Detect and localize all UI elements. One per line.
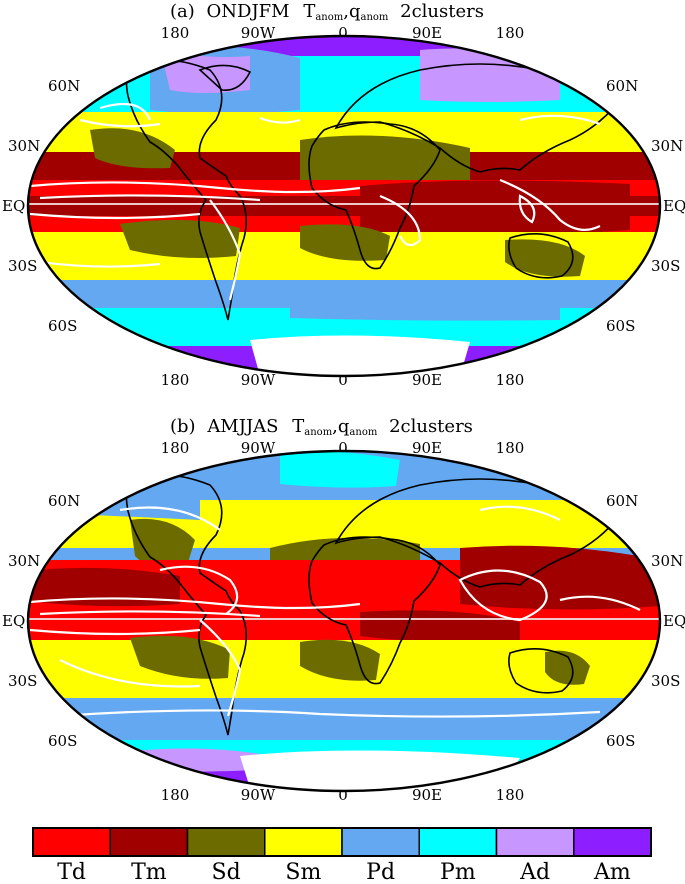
lat-label: 60S — [606, 317, 635, 335]
lon-labels-bottom-a: 180 90W 0 90E 180 — [161, 371, 525, 389]
map-border-b — [26, 449, 662, 793]
legend-swatch-am — [573, 827, 652, 857]
legend-swatch-ad — [495, 827, 575, 857]
legend-label-tm: Tm — [131, 860, 167, 884]
lon-label: 90E — [412, 439, 442, 457]
legend-frame — [32, 827, 652, 857]
lon-labels-top-a: 180 90W 0 90E 180 — [161, 24, 525, 42]
lon-label: 180 — [496, 24, 525, 42]
lat-label: 60N — [48, 77, 80, 95]
lat-label: 60N — [606, 492, 638, 510]
lon-label: 180 — [496, 371, 525, 389]
lat-label: EQ — [2, 612, 25, 630]
legend-label-sd: Sd — [212, 860, 241, 884]
lat-label: 60N — [48, 492, 80, 510]
map-panel-a: (a) ONDJFM Tanom,qanom 2clusters 180 90W… — [2, 1, 685, 389]
legend-label-pd: Pd — [366, 860, 395, 884]
legend-swatch-pd — [341, 827, 420, 857]
lon-label: 0 — [338, 371, 348, 389]
lat-labels-left-a: 60N 30N EQ 30S 60S — [2, 77, 80, 335]
lon-label: 0 — [338, 439, 348, 457]
legend-swatch-sd — [186, 827, 266, 857]
lat-label: 30N — [8, 552, 40, 570]
lon-label: 0 — [338, 24, 348, 42]
lon-label: 90E — [412, 786, 442, 804]
lat-labels-right-b: 60N 30N EQ 30S 60S — [606, 492, 685, 750]
lon-label: 180 — [161, 439, 190, 457]
lon-labels-bottom-b: 180 90W 0 90E 180 — [161, 786, 525, 804]
lat-label: 30S — [8, 672, 37, 690]
map-title-a: (a) ONDJFM Tanom,qanom 2clusters — [170, 1, 484, 25]
lon-label: 180 — [496, 786, 525, 804]
map-border-a — [26, 34, 662, 378]
legend: Td Tm Sd Sm Pd Pm Ad Am — [32, 827, 652, 884]
lat-label: EQ — [663, 612, 685, 630]
lat-labels-left-b: 60N 30N EQ 30S 60S — [2, 492, 80, 750]
lat-label: 30N — [651, 137, 683, 155]
map-title-b: (b) AMJJAS Tanom,qanom 2clusters — [170, 416, 473, 440]
lat-label: 60N — [606, 77, 638, 95]
legend-swatch-td — [32, 827, 111, 857]
cluster-field-a — [28, 36, 660, 376]
lat-label: 60S — [48, 732, 77, 750]
lon-label: 90E — [412, 24, 442, 42]
legend-label-td: Td — [57, 860, 86, 884]
legend-label-sm: Sm — [285, 860, 321, 884]
lat-label: 30S — [651, 257, 680, 275]
lon-label: 90E — [412, 371, 442, 389]
lat-label: 60S — [48, 317, 77, 335]
lon-label: 180 — [496, 439, 525, 457]
legend-label-pm: Pm — [440, 860, 476, 884]
lat-label: 30N — [8, 137, 40, 155]
lat-label: 30N — [651, 552, 683, 570]
lon-label: 180 — [161, 786, 190, 804]
contours-b — [29, 505, 641, 718]
lon-label: 180 — [161, 371, 190, 389]
coastlines-b — [125, 473, 622, 736]
lat-labels-right-a: 60N 30N EQ 30S 60S — [606, 77, 685, 335]
lat-label: EQ — [2, 197, 25, 215]
lon-label: 90W — [241, 24, 276, 42]
lon-labels-top-b: 180 90W 0 90E 180 — [161, 439, 525, 457]
legend-swatch-pm — [418, 827, 498, 857]
contours-a — [29, 102, 601, 301]
lon-label: 90W — [241, 439, 276, 457]
legend-swatch-tm — [109, 827, 189, 857]
lat-label: EQ — [663, 197, 685, 215]
lon-label: 90W — [241, 786, 276, 804]
legend-label-ad: Ad — [519, 860, 550, 884]
lat-label: 60S — [606, 732, 635, 750]
legend-swatch-sm — [264, 827, 343, 857]
map-panel-b: (b) AMJJAS Tanom,qanom 2clusters 180 90W… — [2, 416, 685, 804]
lat-label: 30S — [8, 257, 37, 275]
legend-label-am: Am — [593, 860, 631, 884]
lon-label: 0 — [338, 786, 348, 804]
lat-label: 30S — [651, 672, 680, 690]
lon-label: 180 — [161, 24, 190, 42]
lon-label: 90W — [241, 371, 276, 389]
